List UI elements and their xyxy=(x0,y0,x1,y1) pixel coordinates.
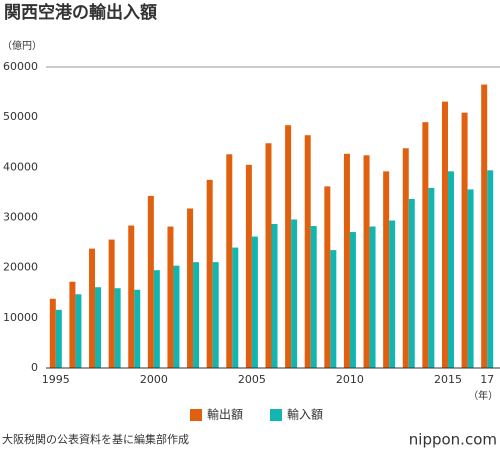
y-tick-label: 50000 xyxy=(3,110,38,123)
bar xyxy=(467,189,474,368)
bar xyxy=(363,155,370,368)
bar xyxy=(245,164,252,368)
bar xyxy=(343,153,350,368)
bar xyxy=(330,250,337,368)
bar xyxy=(349,232,356,368)
bar xyxy=(310,226,317,368)
chart-title: 関西空港の輸出入額 xyxy=(4,2,157,23)
bar xyxy=(369,226,376,368)
bar xyxy=(441,101,448,369)
y-tick-label: 30000 xyxy=(3,211,38,224)
bar xyxy=(265,143,272,368)
brand: nippon.com xyxy=(409,431,497,449)
bar xyxy=(187,208,194,368)
bar xyxy=(173,265,180,368)
bar xyxy=(193,262,200,368)
bar xyxy=(75,294,82,368)
y-axis-label: （億円） xyxy=(2,39,42,52)
legend-label: 輸出額 xyxy=(207,407,243,422)
bar xyxy=(408,198,415,368)
y-tick-label: 40000 xyxy=(3,160,38,173)
bar xyxy=(291,219,298,368)
x-tick-label: 17 xyxy=(480,373,494,386)
bar xyxy=(251,236,258,368)
bar xyxy=(128,225,135,368)
bar xyxy=(108,239,115,368)
x-tick-label: 2010 xyxy=(336,373,364,386)
bar xyxy=(153,270,160,368)
y-tick-label: 0 xyxy=(31,361,38,374)
bar xyxy=(324,186,331,368)
bar xyxy=(422,122,429,368)
legend-swatch xyxy=(190,409,202,421)
bar xyxy=(304,135,311,368)
bar xyxy=(114,288,121,368)
x-tick-label: 2005 xyxy=(238,373,266,386)
bar xyxy=(167,226,174,368)
bar xyxy=(69,281,76,368)
bar xyxy=(402,148,409,368)
bar xyxy=(428,187,435,368)
bar xyxy=(487,170,494,368)
bar xyxy=(95,287,102,368)
bar xyxy=(226,154,233,368)
bar xyxy=(55,309,62,368)
y-tick-label: 20000 xyxy=(3,261,38,274)
bar xyxy=(461,112,468,368)
bar xyxy=(481,84,488,368)
bar xyxy=(232,247,239,368)
bar xyxy=(134,289,141,368)
bar xyxy=(383,171,390,368)
legend-label: 輸入額 xyxy=(287,407,323,422)
x-axis-label: （年） xyxy=(468,389,498,402)
y-tick-label: 60000 xyxy=(3,60,38,73)
bar xyxy=(206,179,213,368)
x-tick-label: 2000 xyxy=(140,373,168,386)
bar xyxy=(212,262,219,368)
bar xyxy=(49,298,56,368)
source: 大阪税関の公表資料を基に編集部作成 xyxy=(2,432,189,446)
y-tick-label: 10000 xyxy=(3,311,38,324)
bar xyxy=(389,220,396,368)
bar xyxy=(285,125,292,369)
bar xyxy=(89,248,96,368)
x-tick-label: 1995 xyxy=(42,373,70,386)
bar xyxy=(447,171,454,368)
legend-swatch xyxy=(270,409,282,421)
bar xyxy=(147,195,154,368)
x-tick-label: 2015 xyxy=(434,373,462,386)
bar xyxy=(271,224,278,368)
